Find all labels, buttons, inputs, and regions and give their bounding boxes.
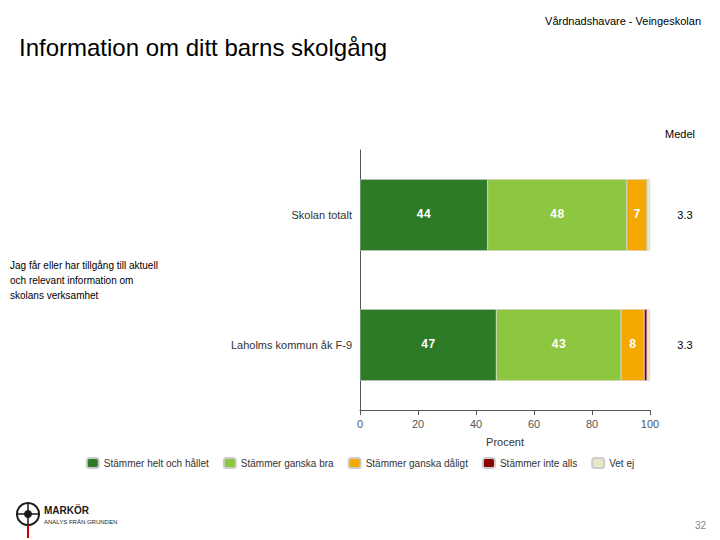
svg-text:3.3: 3.3 xyxy=(677,209,692,221)
svg-text:7: 7 xyxy=(633,208,640,222)
svg-text:Procent: Procent xyxy=(486,436,524,448)
svg-text:och relevant information om: och relevant information om xyxy=(10,275,133,286)
svg-text:Skolan totalt: Skolan totalt xyxy=(291,209,352,221)
svg-text:20: 20 xyxy=(412,418,424,430)
svg-text:32: 32 xyxy=(695,520,707,531)
svg-text:Laholms kommun åk F-9: Laholms kommun åk F-9 xyxy=(231,339,352,351)
svg-text:skolans verksamhet: skolans verksamhet xyxy=(10,290,99,301)
svg-text:3.3: 3.3 xyxy=(677,339,692,351)
svg-text:Stämmer ganska dåligt: Stämmer ganska dåligt xyxy=(366,458,468,469)
svg-text:43: 43 xyxy=(551,338,565,352)
svg-text:8: 8 xyxy=(629,338,636,352)
svg-text:Vårdnadshavare - Veingeskolan: Vårdnadshavare - Veingeskolan xyxy=(545,15,701,27)
svg-text:80: 80 xyxy=(586,418,598,430)
svg-text:Information om ditt barns skol: Information om ditt barns skolgång xyxy=(19,34,387,61)
svg-text:40: 40 xyxy=(470,418,482,430)
svg-text:48: 48 xyxy=(550,208,564,222)
svg-text:Medel: Medel xyxy=(665,128,695,140)
svg-text:0: 0 xyxy=(357,418,363,430)
svg-text:Stämmer helt och hållet: Stämmer helt och hållet xyxy=(104,458,209,469)
svg-text:Stämmer inte alls: Stämmer inte alls xyxy=(500,458,577,469)
svg-text:Vet ej: Vet ej xyxy=(609,458,634,469)
svg-text:Stämmer ganska bra: Stämmer ganska bra xyxy=(241,458,334,469)
svg-text:ANALYS FRÅN GRUNDEN: ANALYS FRÅN GRUNDEN xyxy=(44,519,117,525)
svg-text:47: 47 xyxy=(421,338,435,352)
svg-text:60: 60 xyxy=(528,418,540,430)
svg-text:44: 44 xyxy=(417,208,431,222)
svg-text:Jag får eller har tillgång til: Jag får eller har tillgång till aktuell xyxy=(10,260,158,271)
svg-text:MARKÖR: MARKÖR xyxy=(44,504,90,516)
svg-text:100: 100 xyxy=(641,418,659,430)
